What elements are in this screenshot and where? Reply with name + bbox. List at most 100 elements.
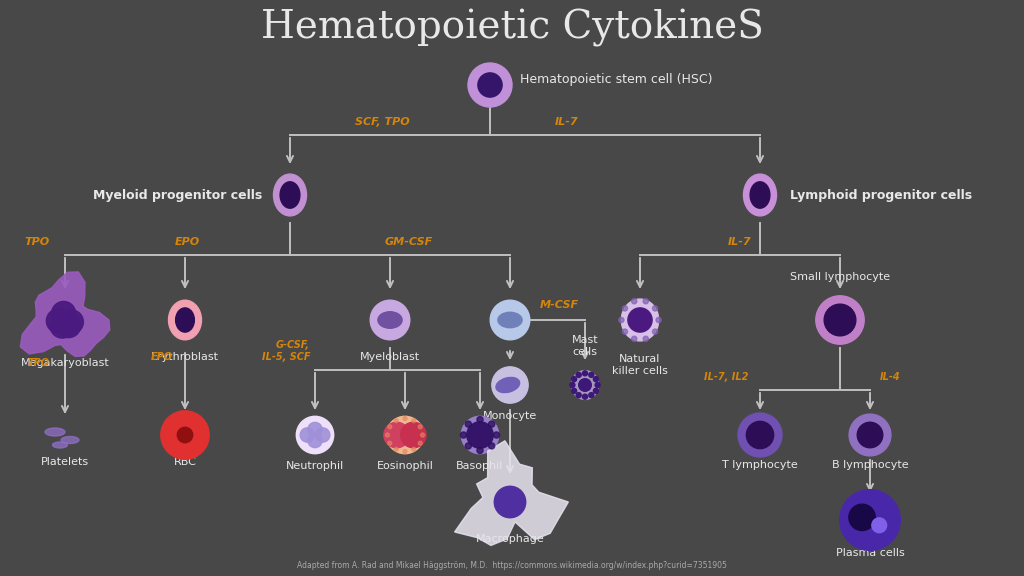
Circle shape xyxy=(583,394,588,399)
Circle shape xyxy=(632,336,637,342)
Circle shape xyxy=(824,304,856,336)
Circle shape xyxy=(643,298,648,304)
Ellipse shape xyxy=(496,377,519,393)
Circle shape xyxy=(161,411,209,459)
Circle shape xyxy=(46,309,71,333)
Circle shape xyxy=(488,443,495,449)
Text: B lymphocyte: B lymphocyte xyxy=(831,460,908,470)
Circle shape xyxy=(477,416,483,423)
Ellipse shape xyxy=(273,174,306,216)
Circle shape xyxy=(412,419,416,423)
Text: EPO: EPO xyxy=(151,352,173,362)
Circle shape xyxy=(384,422,410,448)
Circle shape xyxy=(59,310,83,334)
Text: Hematopoietic stem cell (HSC): Hematopoietic stem cell (HSC) xyxy=(520,74,713,86)
Text: Megakaryoblast: Megakaryoblast xyxy=(20,358,110,368)
Ellipse shape xyxy=(490,300,529,340)
Text: TPO: TPO xyxy=(28,358,50,368)
Circle shape xyxy=(656,317,662,323)
Circle shape xyxy=(632,298,637,304)
Text: T lymphocyte: T lymphocyte xyxy=(722,460,798,470)
Circle shape xyxy=(388,425,392,429)
Circle shape xyxy=(595,382,600,388)
Text: GM-CSF: GM-CSF xyxy=(385,237,433,247)
Ellipse shape xyxy=(622,299,658,341)
Ellipse shape xyxy=(315,428,330,442)
Circle shape xyxy=(618,317,624,323)
Ellipse shape xyxy=(308,422,323,437)
Text: Natural
killer cells: Natural killer cells xyxy=(612,354,668,376)
Circle shape xyxy=(589,372,594,377)
Text: Monocyte: Monocyte xyxy=(483,411,538,421)
Text: EPO: EPO xyxy=(175,237,201,247)
Circle shape xyxy=(418,441,422,445)
Ellipse shape xyxy=(492,367,528,403)
Text: IL-4: IL-4 xyxy=(880,372,901,382)
Circle shape xyxy=(577,393,582,397)
Text: Hematopoietic CytokineS: Hematopoietic CytokineS xyxy=(260,9,764,47)
Ellipse shape xyxy=(461,416,499,454)
Circle shape xyxy=(738,413,782,457)
Circle shape xyxy=(394,419,398,423)
Ellipse shape xyxy=(52,442,68,448)
Text: Myeloblast: Myeloblast xyxy=(360,352,420,362)
Circle shape xyxy=(577,372,582,377)
Circle shape xyxy=(465,421,471,427)
Circle shape xyxy=(461,432,467,438)
Circle shape xyxy=(871,518,887,533)
Circle shape xyxy=(571,377,577,382)
Ellipse shape xyxy=(296,416,334,454)
Circle shape xyxy=(652,306,657,311)
Circle shape xyxy=(418,425,422,429)
Circle shape xyxy=(403,416,407,420)
Ellipse shape xyxy=(176,308,195,332)
Circle shape xyxy=(477,448,483,453)
Circle shape xyxy=(746,422,774,449)
Circle shape xyxy=(583,371,588,376)
Ellipse shape xyxy=(571,370,598,399)
Text: G-CSF,
IL-5, SCF: G-CSF, IL-5, SCF xyxy=(261,340,310,362)
Circle shape xyxy=(643,336,648,342)
Circle shape xyxy=(177,427,193,443)
Ellipse shape xyxy=(300,428,314,442)
Text: IL-7: IL-7 xyxy=(728,237,752,247)
Circle shape xyxy=(623,329,628,334)
Text: Lymphoid progenitor cells: Lymphoid progenitor cells xyxy=(790,188,972,202)
Circle shape xyxy=(628,308,652,332)
Text: IL-7: IL-7 xyxy=(555,117,579,127)
Circle shape xyxy=(849,504,876,530)
Circle shape xyxy=(403,449,407,453)
Circle shape xyxy=(570,382,574,388)
Polygon shape xyxy=(455,441,568,545)
Text: Small lymphocyte: Small lymphocyte xyxy=(790,272,890,282)
Circle shape xyxy=(421,433,425,437)
Text: Platelets: Platelets xyxy=(41,457,89,467)
Circle shape xyxy=(56,313,81,338)
Ellipse shape xyxy=(371,300,410,340)
Text: Erythroblast: Erythroblast xyxy=(151,352,219,362)
Circle shape xyxy=(849,414,891,456)
Circle shape xyxy=(51,301,76,325)
Text: Plasma cells: Plasma cells xyxy=(836,548,904,558)
Circle shape xyxy=(465,443,471,449)
Ellipse shape xyxy=(751,182,770,208)
Circle shape xyxy=(589,393,594,397)
Circle shape xyxy=(652,329,657,334)
Circle shape xyxy=(388,441,392,445)
Circle shape xyxy=(593,377,598,382)
Circle shape xyxy=(488,421,495,427)
Ellipse shape xyxy=(498,312,522,328)
Text: M-CSF: M-CSF xyxy=(540,300,580,310)
Circle shape xyxy=(494,432,500,438)
Circle shape xyxy=(50,314,75,338)
Ellipse shape xyxy=(61,437,79,444)
Circle shape xyxy=(412,448,416,451)
Circle shape xyxy=(840,490,900,550)
Circle shape xyxy=(857,422,883,448)
Ellipse shape xyxy=(378,312,402,328)
Circle shape xyxy=(571,388,577,393)
Ellipse shape xyxy=(281,182,300,208)
Circle shape xyxy=(467,422,494,448)
Text: Macrophage: Macrophage xyxy=(475,534,545,544)
Circle shape xyxy=(468,63,512,107)
